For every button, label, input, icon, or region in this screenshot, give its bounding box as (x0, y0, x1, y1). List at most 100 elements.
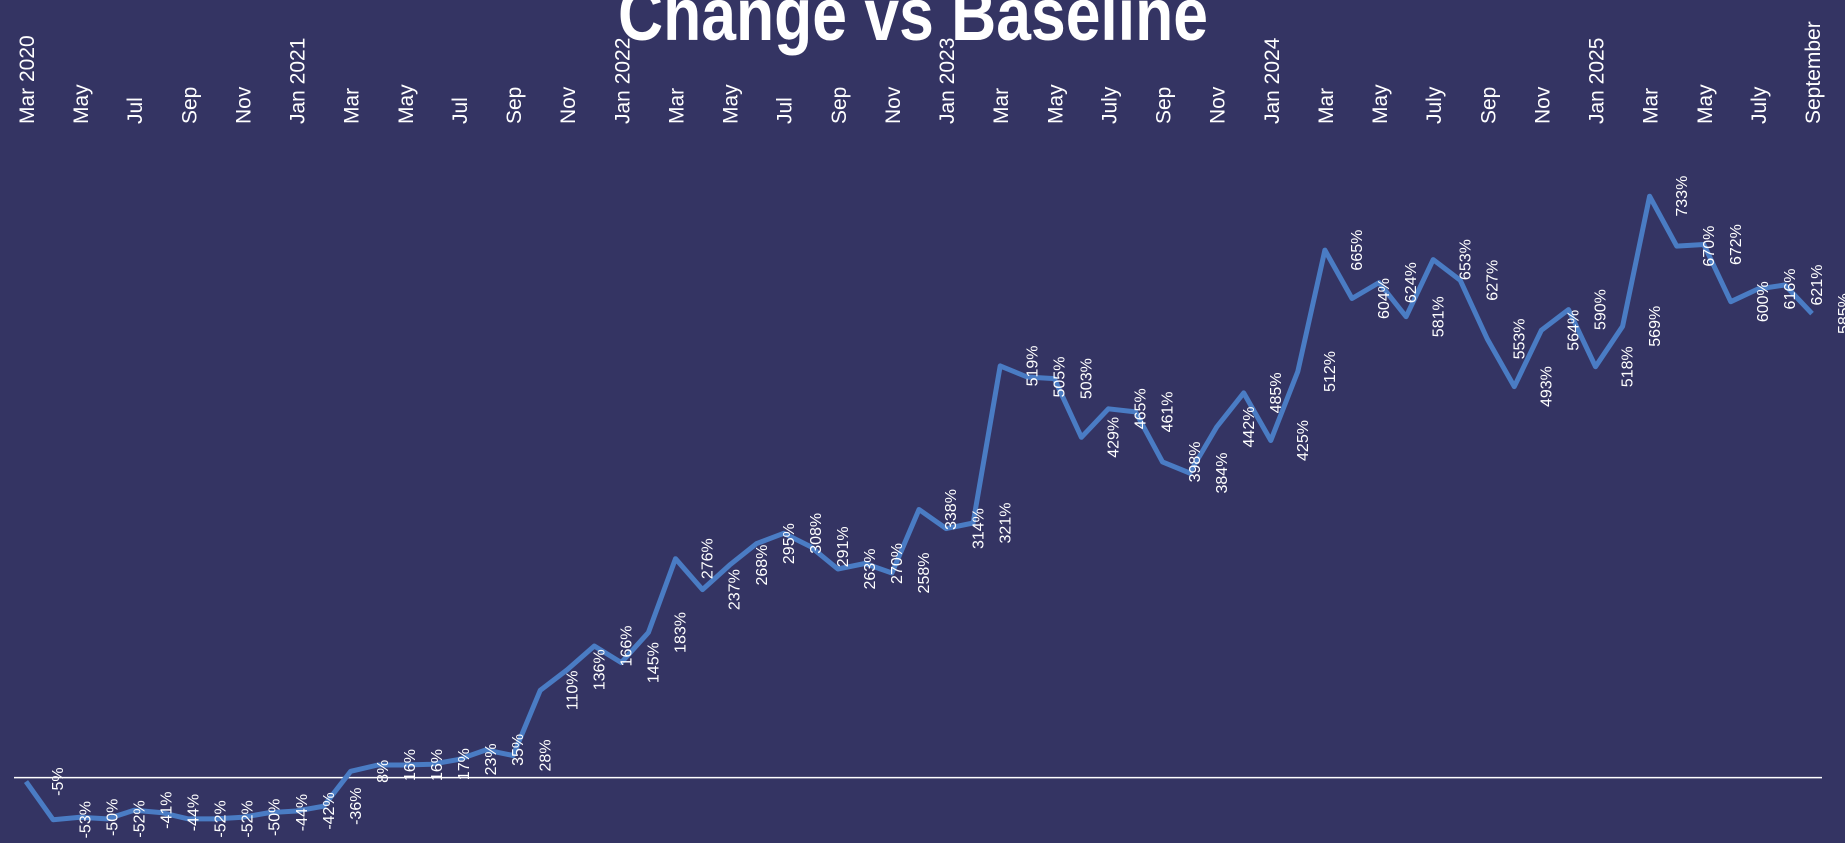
data-label: 166% (618, 626, 635, 667)
data-label: 616% (1782, 269, 1799, 310)
data-label: 429% (1106, 417, 1123, 458)
x-tick-label: Nov (232, 86, 255, 124)
data-label: 590% (1593, 289, 1610, 330)
data-label: 505% (1051, 357, 1068, 398)
data-label: 398% (1187, 441, 1204, 482)
x-tick-label: Mar (990, 88, 1013, 124)
data-label: 512% (1322, 351, 1339, 392)
x-tick-label: Nov (882, 86, 905, 124)
data-label: 600% (1755, 281, 1772, 322)
data-label: -50% (104, 799, 121, 836)
data-label: 110% (564, 671, 581, 711)
x-tick-label: Nov (1207, 86, 1230, 124)
x-tick-label: May (395, 84, 418, 124)
data-label: 503% (1079, 358, 1096, 399)
data-label: 314% (970, 508, 987, 549)
chart-title: Change vs Baseline (618, 0, 1208, 56)
data-label: 564% (1566, 310, 1583, 351)
data-label: 518% (1620, 346, 1637, 387)
x-tick-label: May (1369, 84, 1392, 124)
x-tick-label: Mar (1640, 88, 1663, 124)
data-label: 136% (591, 649, 608, 690)
data-label: 465% (1133, 388, 1150, 429)
x-tick-label: Jul (449, 97, 472, 124)
x-tick-label: Sep (503, 87, 526, 124)
data-line (23, 193, 1814, 823)
data-label: 621% (1809, 265, 1826, 306)
data-label: 627% (1484, 260, 1501, 301)
data-label: 270% (889, 543, 906, 584)
data-label: 425% (1295, 420, 1312, 461)
x-tick-label: Jan 2023 (936, 38, 959, 124)
data-label: 291% (835, 526, 852, 567)
data-label: 553% (1511, 318, 1528, 359)
x-tick-label: Jul (774, 97, 797, 124)
data-label: 665% (1349, 230, 1366, 271)
data-label: 276% (700, 538, 717, 579)
x-tick-label: September (1802, 21, 1825, 124)
data-label: 672% (1728, 224, 1745, 265)
data-label: 519% (1024, 345, 1041, 386)
data-label: 581% (1430, 296, 1447, 337)
data-label: -44% (294, 794, 311, 831)
data-label: 268% (754, 545, 771, 586)
data-label: 35% (510, 734, 527, 766)
x-tick-label: May (720, 84, 743, 124)
x-tick-label: Mar 2020 (16, 35, 39, 124)
data-label: 28% (537, 739, 554, 771)
x-tick-label: July (1748, 86, 1771, 124)
x-tick-label: Sep (1153, 87, 1176, 124)
x-tick-label: July (1098, 86, 1121, 124)
data-label: 8% (375, 760, 392, 783)
data-label: 733% (1674, 176, 1691, 217)
data-label: -53% (77, 801, 94, 838)
data-label: -44% (186, 794, 203, 831)
data-label: -52% (213, 800, 230, 837)
data-label: 145% (646, 642, 663, 683)
data-label: 183% (673, 612, 690, 653)
data-label: -41% (158, 792, 175, 829)
x-tick-label: Nov (1531, 86, 1554, 124)
x-tick-label: May (1694, 84, 1717, 124)
data-label: -52% (131, 800, 148, 837)
data-label: -36% (348, 788, 365, 825)
data-label: 16% (402, 749, 419, 781)
x-tick-label: May (1044, 84, 1067, 124)
data-label: 442% (1241, 407, 1258, 448)
x-tick-label: Jan 2024 (1261, 37, 1284, 124)
data-label: 16% (429, 749, 446, 781)
data-label: 308% (808, 513, 825, 554)
data-label: -5% (50, 767, 67, 795)
data-label: 569% (1647, 306, 1664, 347)
data-label: 17% (456, 748, 473, 780)
x-tick-label: Nov (557, 86, 580, 124)
data-label: 384% (1214, 453, 1231, 494)
data-label: 461% (1160, 391, 1177, 432)
data-label: 295% (781, 523, 798, 564)
data-label: 585% (1836, 293, 1845, 334)
x-tick-label: Mar (665, 88, 688, 124)
data-label: 23% (483, 743, 500, 775)
x-tick-label: May (70, 84, 93, 124)
data-label: 338% (943, 489, 960, 530)
x-tick-label: Jan 2021 (287, 38, 310, 124)
data-label: -50% (267, 799, 284, 836)
data-label: 624% (1403, 262, 1420, 303)
x-tick-label: Sep (178, 87, 201, 124)
x-tick-label: Mar (341, 88, 364, 124)
data-label: 258% (916, 553, 933, 594)
data-label: 485% (1268, 372, 1285, 413)
data-label: 321% (997, 503, 1014, 544)
data-label: 604% (1376, 278, 1393, 319)
data-label: -42% (321, 792, 338, 829)
data-label: -52% (240, 800, 257, 837)
data-label: 670% (1701, 226, 1718, 267)
x-tick-label: July (1423, 86, 1446, 124)
data-label: 237% (727, 569, 744, 610)
data-label: 263% (862, 549, 879, 590)
data-label: 653% (1457, 239, 1474, 280)
x-tick-label: Sep (828, 87, 851, 124)
data-label: 493% (1539, 366, 1556, 407)
